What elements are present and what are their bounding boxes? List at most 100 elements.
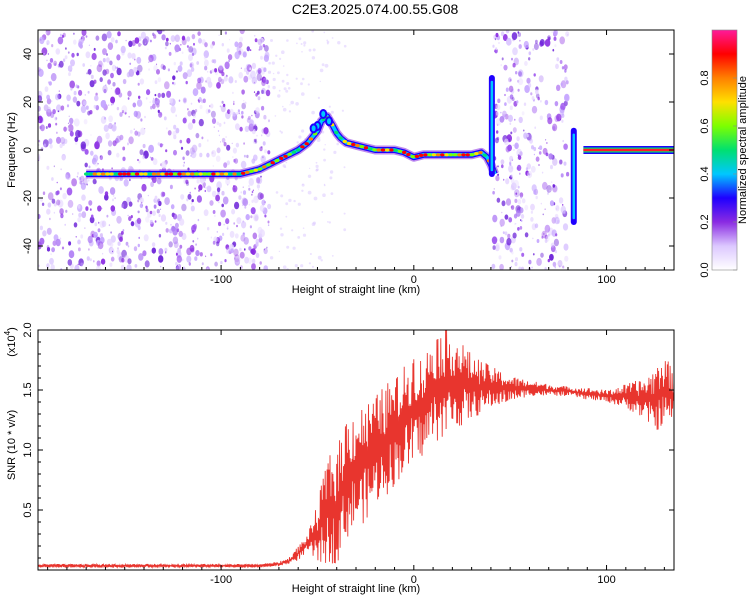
noise-blob <box>505 30 510 34</box>
noise-blob <box>51 198 56 204</box>
noise-blob <box>178 99 181 102</box>
noise-blob <box>510 174 513 178</box>
noise-blob <box>561 66 565 70</box>
noise-blob <box>281 79 285 83</box>
noise-blob <box>524 61 528 66</box>
noise-blob <box>510 265 512 268</box>
noise-blob <box>516 100 519 104</box>
noise-blob <box>192 240 195 243</box>
noise-blob <box>99 155 102 158</box>
noise-blob <box>114 197 116 200</box>
noise-blob <box>80 105 87 114</box>
noise-blob <box>161 94 164 98</box>
noise-blob <box>38 264 40 268</box>
noise-blob <box>51 177 54 181</box>
noise-blob <box>225 177 231 185</box>
noise-blob <box>169 98 174 104</box>
noise-blob <box>46 31 48 35</box>
ridge-point <box>105 172 110 176</box>
noise-blob <box>221 43 224 47</box>
noise-blob <box>307 174 312 178</box>
snr-line <box>38 330 674 570</box>
noise-blob <box>132 102 137 108</box>
noise-blob <box>297 236 301 239</box>
noise-blob <box>265 89 271 97</box>
noise-blob <box>55 117 58 120</box>
noise-blob <box>544 99 549 106</box>
noise-blob <box>153 64 158 72</box>
noise-blob <box>528 259 532 265</box>
ridge-point <box>389 148 394 152</box>
noise-blob <box>209 105 211 108</box>
noise-blob <box>128 201 133 207</box>
noise-blob <box>248 178 254 186</box>
noise-blob <box>509 79 512 82</box>
noise-blob <box>163 116 167 121</box>
noise-blob <box>512 127 517 133</box>
noise-blob <box>103 124 109 132</box>
noise-blob <box>101 33 108 42</box>
noise-blob <box>523 129 525 132</box>
noise-blob <box>116 54 121 61</box>
noise-blob <box>238 195 242 200</box>
noise-blob <box>528 57 531 61</box>
noise-blob <box>530 217 534 222</box>
noise-blob <box>533 73 536 77</box>
ridge-blob-core <box>321 111 326 117</box>
noise-blob <box>196 81 202 90</box>
noise-blob <box>554 101 559 107</box>
noise-blob <box>85 105 89 110</box>
noise-blob <box>138 160 141 164</box>
noise-blob <box>87 235 93 244</box>
noise-blob <box>260 175 262 178</box>
noise-blob <box>43 143 47 148</box>
noise-blob <box>186 36 191 42</box>
noise-blob <box>175 114 177 117</box>
noise-blob <box>234 254 240 263</box>
noise-blob <box>68 241 72 246</box>
noise-blob <box>231 208 236 215</box>
noise-blob <box>216 187 221 193</box>
y-tick-label: 0.5 <box>22 502 34 517</box>
noise-blob <box>254 124 255 126</box>
noise-blob <box>524 232 529 238</box>
noise-blob <box>499 218 505 227</box>
noise-blob <box>195 243 197 246</box>
noise-blob <box>116 135 121 143</box>
noise-blob <box>145 205 148 209</box>
noise-blob <box>39 125 42 130</box>
noise-blob <box>253 81 256 84</box>
noise-blob <box>192 88 199 97</box>
noise-blob <box>263 127 269 135</box>
noise-blob <box>52 109 56 115</box>
noise-blob <box>67 122 69 125</box>
noise-blob <box>165 127 168 130</box>
noise-blob <box>87 110 91 116</box>
noise-blob <box>182 156 185 161</box>
ridge-point <box>478 151 483 155</box>
noise-blob <box>147 194 149 197</box>
noise-blob <box>237 109 240 113</box>
noise-blob <box>116 106 120 111</box>
noise-blob <box>187 193 192 200</box>
y-tick-label: 1.5 <box>22 382 34 397</box>
noise-blob <box>233 222 236 225</box>
noise-blob <box>102 69 107 76</box>
noise-blob <box>145 208 149 213</box>
noise-blob <box>544 234 548 240</box>
noise-blob <box>265 79 269 85</box>
noise-blob <box>148 144 155 153</box>
noise-blob <box>151 247 156 254</box>
noise-blob <box>194 187 196 190</box>
noise-blob <box>240 191 242 194</box>
noise-blob <box>298 135 302 139</box>
noise-blob <box>301 189 304 192</box>
noise-blob <box>319 80 321 83</box>
noise-blob <box>195 250 200 257</box>
noise-blob <box>197 31 201 36</box>
noise-blob <box>316 168 319 172</box>
noise-blob <box>84 149 89 155</box>
noise-blob <box>552 261 557 267</box>
noise-blob <box>175 261 178 266</box>
